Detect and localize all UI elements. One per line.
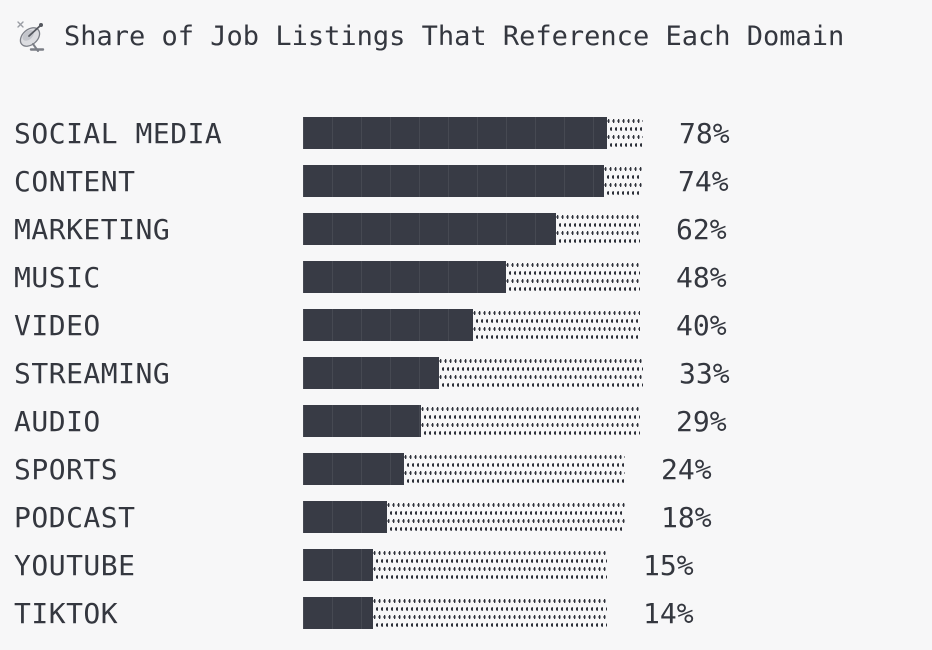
value-label: 18% (661, 500, 712, 534)
value-label: 40% (676, 308, 727, 342)
bar-solid-segment (303, 261, 506, 293)
value-label: 74% (678, 164, 729, 198)
bar-dotted-segment (421, 405, 640, 437)
bar-dotted-segment (607, 117, 643, 149)
value-label: 24% (661, 452, 712, 486)
chart-row: TIKTOK 14% (14, 589, 932, 637)
value-label: 62% (676, 212, 727, 246)
bar-solid-segment (303, 405, 421, 437)
value-label: 29% (676, 404, 727, 438)
bar-solid-segment (303, 117, 607, 149)
bar-solid-segment (303, 597, 373, 629)
bar-track (303, 213, 640, 245)
bar-dotted-segment (556, 213, 640, 245)
chart-row: MARKETING 62% (14, 205, 932, 253)
chart-row: VIDEO 40% (14, 301, 932, 349)
chart-row: CONTENT 74% (14, 157, 932, 205)
bar-dotted-segment (404, 453, 625, 485)
category-label: VIDEO (14, 308, 101, 342)
bar-solid-segment (303, 309, 473, 341)
category-label: SPORTS (14, 452, 119, 486)
category-label: CONTENT (14, 164, 136, 198)
bar-dotted-segment (473, 309, 640, 341)
bar-track (303, 165, 642, 197)
category-label: PODCAST (14, 500, 136, 534)
value-label: 15% (643, 548, 694, 582)
bar-dotted-segment (506, 261, 640, 293)
bar-solid-segment (303, 213, 556, 245)
value-label: 33% (679, 356, 730, 390)
value-label: 48% (676, 260, 727, 294)
chart-row: PODCAST 18% (14, 493, 932, 541)
bar-dotted-segment (373, 549, 607, 581)
bar-track (303, 357, 643, 389)
category-label: MUSIC (14, 260, 101, 294)
value-label: 78% (679, 116, 730, 150)
chart-title-row: Share of Job Listings That Reference Eac… (14, 14, 932, 58)
bar-track (303, 261, 640, 293)
chart-row: AUDIO 29% (14, 397, 932, 445)
bar-track (303, 309, 640, 341)
bar-solid-segment (303, 357, 439, 389)
bar-track (303, 597, 607, 629)
category-label: SOCIAL MEDIA (14, 116, 223, 150)
category-label: AUDIO (14, 404, 101, 438)
bar-dotted-segment (387, 501, 625, 533)
bar-track (303, 405, 640, 437)
chart-row: STREAMING 33% (14, 349, 932, 397)
bar-track (303, 549, 607, 581)
chart-row: MUSIC 48% (14, 253, 932, 301)
page-title: Share of Job Listings That Reference Eac… (64, 20, 845, 52)
category-label: MARKETING (14, 212, 171, 246)
value-label: 14% (643, 596, 694, 630)
category-label: TIKTOK (14, 596, 119, 630)
category-label: YOUTUBE (14, 548, 136, 582)
bar-chart: SOCIAL MEDIA 78% CONTENT 74% MARKETING 6… (14, 109, 932, 637)
bar-track (303, 117, 643, 149)
bar-solid-segment (303, 165, 604, 197)
category-label: STREAMING (14, 356, 171, 390)
bar-track (303, 501, 625, 533)
bar-track (303, 453, 625, 485)
chart-row: SOCIAL MEDIA 78% (14, 109, 932, 157)
chart-row: YOUTUBE 15% (14, 541, 932, 589)
satellite-antenna-icon (17, 21, 45, 52)
bar-dotted-segment (604, 165, 642, 197)
bar-solid-segment (303, 453, 404, 485)
bar-dotted-segment (373, 597, 607, 629)
bar-solid-segment (303, 501, 387, 533)
chart-row: SPORTS 24% (14, 445, 932, 493)
bar-dotted-segment (439, 357, 643, 389)
bar-solid-segment (303, 549, 373, 581)
